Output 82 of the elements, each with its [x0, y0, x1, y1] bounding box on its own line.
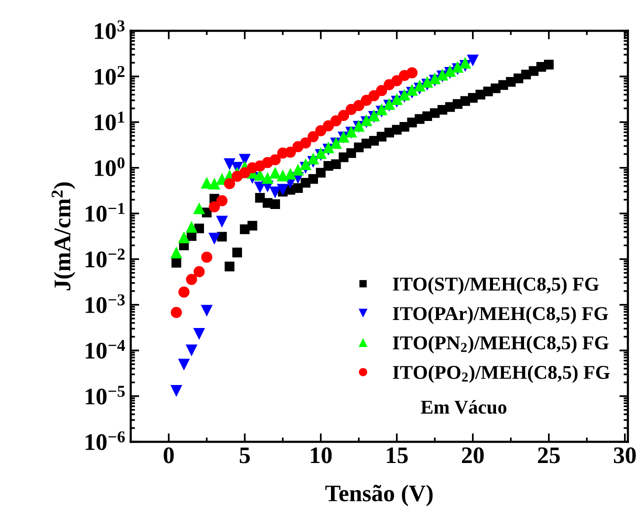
y-tick-label: 10$^{−1}$	[86, 203, 124, 222]
annotation: Em Vácuo	[420, 400, 506, 414]
point	[193, 202, 206, 214]
point	[270, 199, 280, 209]
x-tick-label: 25	[538, 447, 560, 464]
x-tick-label: 15	[386, 447, 408, 464]
point	[194, 224, 204, 234]
point	[292, 164, 304, 176]
point	[284, 146, 296, 158]
point	[170, 246, 182, 258]
point	[322, 120, 334, 132]
point	[308, 174, 318, 184]
y-tick-label: 10$^{−4}$	[86, 340, 126, 359]
point	[208, 178, 220, 190]
legend-label: ITO(PN$_{2}$)/MEH(C8,5) FG	[392, 336, 609, 354]
point	[171, 258, 182, 268]
point	[406, 67, 418, 78]
point	[331, 159, 341, 170]
point	[224, 178, 236, 190]
point	[216, 195, 228, 206]
point	[186, 274, 198, 285]
point	[224, 262, 234, 272]
y-tick-label: 10$^{0}$	[94, 157, 124, 176]
x-tick-label: 0	[164, 447, 174, 464]
x-tick-label: 20	[462, 447, 484, 464]
point	[201, 252, 212, 263]
point	[330, 115, 342, 126]
point	[276, 170, 289, 182]
y-tick-label: 10$^{−5}$	[86, 386, 125, 405]
point	[262, 172, 274, 184]
point	[376, 85, 388, 96]
legend-label: ITO(ST)/MEH(C8,5) FG	[392, 277, 599, 295]
point	[232, 248, 242, 258]
point	[390, 93, 403, 105]
point	[346, 148, 356, 158]
y-tick-label: 10$^{3}$	[94, 20, 125, 40]
point	[194, 266, 205, 278]
point	[406, 84, 418, 96]
point	[178, 286, 190, 298]
point	[200, 304, 213, 317]
point	[178, 231, 190, 244]
point	[353, 100, 364, 112]
point	[270, 154, 281, 166]
point	[269, 166, 282, 179]
point	[186, 344, 198, 356]
y-tick-label: 10$^{2}$	[94, 66, 124, 85]
point	[307, 152, 320, 164]
point	[544, 60, 554, 70]
point	[208, 232, 220, 245]
point	[308, 131, 319, 142]
x-tick-label: 5	[240, 448, 250, 464]
x-tick-label: 10	[310, 447, 332, 464]
y-tick-label: 10$^{1}$	[94, 112, 124, 130]
point	[300, 137, 312, 149]
y-tick-label: 10$^{−3}$	[86, 294, 125, 314]
x-axis-title: Tensão (V)	[325, 484, 433, 506]
point	[224, 158, 236, 170]
point	[459, 56, 472, 69]
point	[322, 141, 334, 154]
point	[428, 72, 441, 84]
y-axis-title: J(mA/cm$^{2}$)	[52, 182, 76, 290]
y-tick-label: 10$^{−2}$	[86, 248, 125, 268]
point	[414, 80, 426, 92]
point	[178, 358, 190, 371]
point	[208, 201, 220, 212]
legend-label: ITO(PAr)/MEH(C8,5) FG	[392, 306, 608, 324]
point	[170, 306, 182, 318]
point	[269, 186, 282, 198]
y-tick-label: 10$^{−6}$	[86, 431, 125, 450]
point	[466, 54, 479, 66]
point	[338, 110, 350, 122]
point	[193, 328, 206, 340]
point	[276, 184, 289, 196]
point	[248, 220, 258, 231]
point	[300, 158, 312, 170]
point	[452, 60, 464, 73]
point	[170, 385, 182, 397]
x-tick-label: 30	[614, 447, 636, 464]
point	[186, 220, 198, 233]
point	[421, 76, 434, 88]
point	[216, 216, 228, 228]
legend-label: ITO(PO$_{2}$)/MEH(C8,5) FG	[392, 365, 610, 383]
